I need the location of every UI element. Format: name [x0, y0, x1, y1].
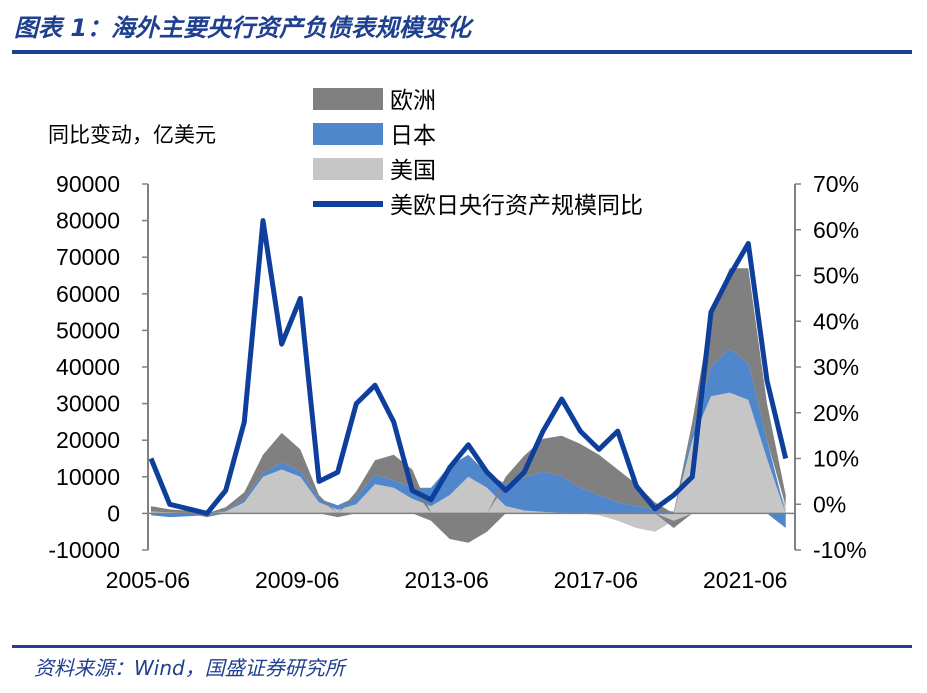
- right-tick-label: -10%: [813, 537, 867, 563]
- chart-title: 图表 1：海外主要央行资产负债表规模变化: [14, 14, 472, 42]
- x-tick-label: 2009-06: [255, 567, 339, 593]
- source-rule: [12, 645, 912, 648]
- left-tick-label: 0: [107, 500, 120, 526]
- area-us-positive: [151, 392, 786, 514]
- legend-swatch: [313, 158, 383, 180]
- left-tick-label: 80000: [56, 208, 120, 234]
- x-tick-label: 2005-06: [106, 567, 190, 593]
- left-tick-label: 40000: [56, 354, 120, 380]
- left-tick-label: 30000: [56, 391, 120, 417]
- x-tick-label: 2017-06: [554, 567, 638, 593]
- title-rule: [12, 50, 912, 54]
- left-axis-label: 同比变动，亿美元: [48, 124, 216, 147]
- right-tick-label: 40%: [813, 308, 859, 334]
- chart: 同比变动，亿美元 -10000 0 10000 20000 30000 40000 5000…: [48, 87, 867, 593]
- x-tick-label: 2021-06: [703, 567, 787, 593]
- legend-label: 美欧日央行资产规模同比: [390, 192, 643, 218]
- right-tick-label: 50%: [813, 263, 859, 289]
- right-tick-label: 60%: [813, 217, 859, 243]
- source-note: 资料来源：Wind，国盛证券研究所: [34, 656, 345, 680]
- area-japan-positive: [151, 348, 786, 514]
- left-tick-label: 50000: [56, 317, 120, 343]
- legend-label: 美国: [390, 157, 436, 183]
- left-tick-label: 90000: [56, 171, 120, 197]
- x-tick-label: 2013-06: [404, 567, 488, 593]
- right-tick-label: 30%: [813, 354, 859, 380]
- area-us-negative: [151, 513, 786, 532]
- right-tick-label: 70%: [813, 171, 859, 197]
- right-tick-label: 20%: [813, 400, 859, 426]
- legend-swatch: [313, 88, 383, 110]
- axes-layer: -10000 0 10000 20000 30000 40000 50000 60000 700…: [48, 171, 866, 593]
- right-tick-label: 0%: [813, 491, 846, 517]
- left-tick-label: 10000: [56, 464, 120, 490]
- left-tick-label: -10000: [48, 537, 120, 563]
- left-tick-label: 60000: [56, 281, 120, 307]
- left-tick-label: 20000: [56, 427, 120, 453]
- legend-label: 日本: [390, 122, 436, 148]
- area-europe-negative: [151, 513, 786, 543]
- legend-label: 欧洲: [390, 87, 436, 113]
- left-tick-label: 70000: [56, 244, 120, 270]
- right-tick-label: 10%: [813, 446, 859, 472]
- line-layer: [148, 218, 789, 516]
- series-line-total: [148, 218, 789, 516]
- legend-swatch: [313, 123, 383, 145]
